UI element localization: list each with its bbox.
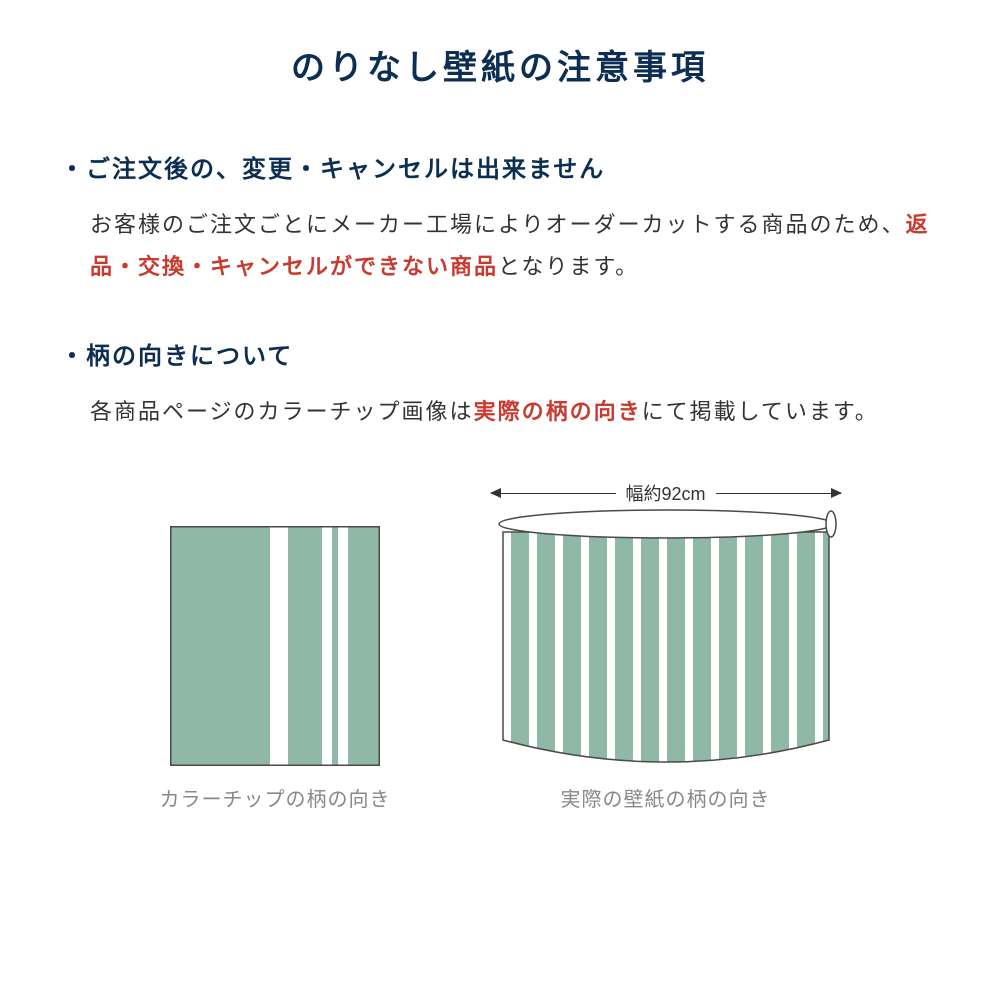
illustration-chip-caption: カラーチップの柄の向き bbox=[160, 783, 391, 812]
chip-pattern-icon bbox=[170, 526, 380, 771]
body1-before: お客様のご注文ごとにメーカー工場によりオーダーカットする商品のため、 bbox=[90, 212, 906, 237]
roll-pattern-icon bbox=[491, 506, 841, 771]
body2-highlight: 実際の柄の向き bbox=[474, 399, 642, 424]
page-title: のりなし壁紙の注意事項 bbox=[60, 40, 940, 89]
section-body-1: お客様のご注文ごとにメーカー工場によりオーダーカットする商品のため、返品・交換・… bbox=[60, 204, 940, 288]
section-heading-1: ・ご注文後の、変更・キャンセルは出来ません bbox=[60, 149, 940, 184]
illustration-roll-caption: 実際の壁紙の柄の向き bbox=[561, 783, 771, 812]
illustration-row: カラーチップの柄の向き 幅約92cm 実際の壁紙の柄の向き bbox=[60, 480, 940, 812]
section-cancellation: ・ご注文後の、変更・キャンセルは出来ません お客様のご注文ごとにメーカー工場によ… bbox=[60, 149, 940, 288]
section-body-2: 各商品ページのカラーチップ画像は実際の柄の向きにて掲載しています。 bbox=[60, 391, 940, 433]
width-arrow: 幅約92cm bbox=[491, 480, 841, 506]
body2-after: にて掲載しています。 bbox=[642, 399, 879, 424]
section-heading-2: ・柄の向きについて bbox=[60, 336, 940, 371]
illustration-roll: 幅約92cm 実際の壁紙の柄の向き bbox=[491, 480, 841, 812]
body2-before: 各商品ページのカラーチップ画像は bbox=[90, 399, 474, 424]
body1-after: となります。 bbox=[498, 254, 639, 279]
section-pattern-direction: ・柄の向きについて 各商品ページのカラーチップ画像は実際の柄の向きにて掲載してい… bbox=[60, 336, 940, 433]
illustration-chip: カラーチップの柄の向き bbox=[160, 526, 391, 812]
width-label: 幅約92cm bbox=[626, 480, 706, 506]
